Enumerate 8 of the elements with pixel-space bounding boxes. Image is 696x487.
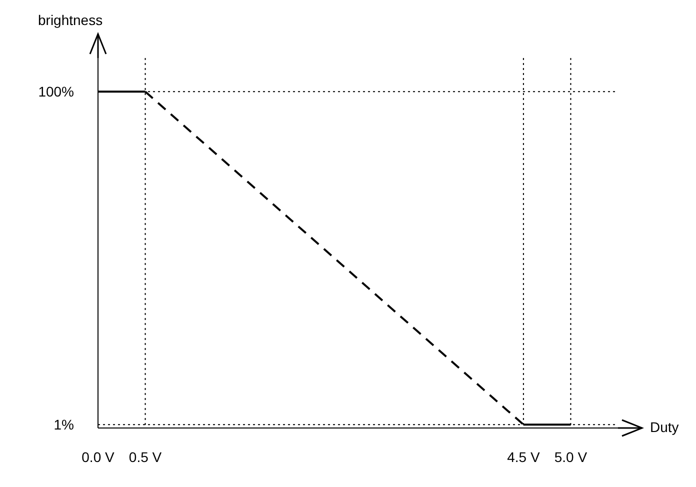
y-tick-label: 1% [54,416,74,433]
x-tick-label: 0.0 V [82,448,115,465]
x-tick-label: 4.5 V [507,448,540,465]
x-tick-label: 5.0 V [554,448,588,465]
y-axis-title: brightness [38,12,103,28]
y-tick-label: 100% [38,84,74,100]
x-axis-title: Duty [650,419,679,435]
x-tick-label: 0.5 V [128,448,162,465]
